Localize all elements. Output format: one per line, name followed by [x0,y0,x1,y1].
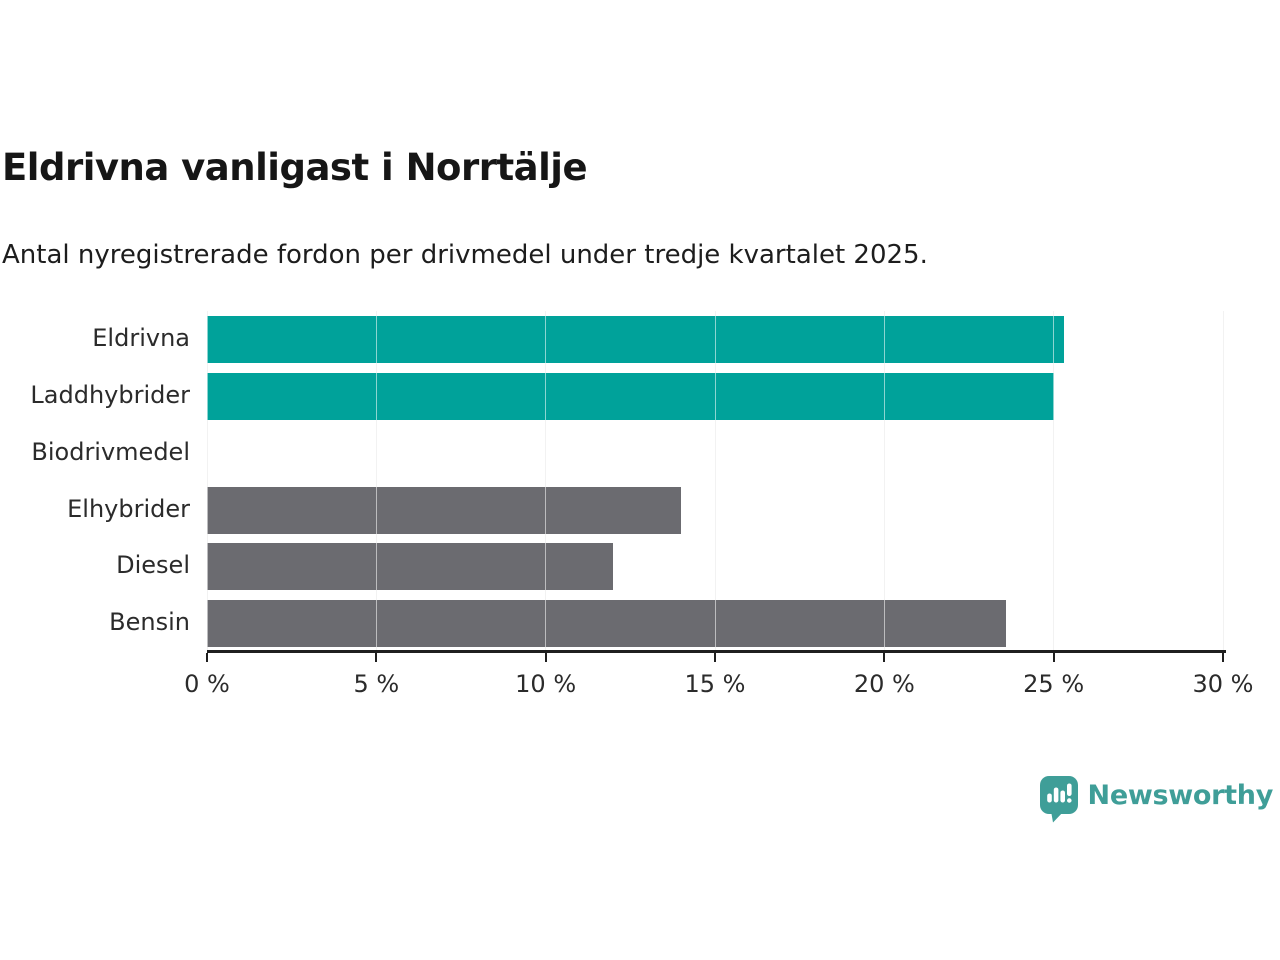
axis-tick-label: 30 % [1192,670,1254,698]
category-label: Laddhybrider [30,380,190,409]
gridline-overlay [883,311,885,651]
bar-elhybrider [207,486,682,534]
axis-tick [714,653,716,662]
axis-tick [1052,653,1055,662]
bar-diesel [207,543,614,591]
axis-tick-label: 5 % [353,670,400,698]
x-axis: 0 % 5 % 10 % 15 % 20 % 25 % 30 % [184,653,1253,713]
bar-eldrivna [207,316,1064,363]
category-label: Biodrivmedel [31,437,190,466]
gridline-overlay [1222,311,1224,651]
axis-tick-label: 25 % [1023,670,1085,698]
gridline-overlay [375,311,377,651]
gridline-overlay [206,311,208,651]
newsworthy-logo-text: Newsworthy [1087,780,1274,811]
axis-tick-label: 10 % [515,670,577,698]
newsworthy-logo: Newsworthy [1039,776,1273,823]
axis-tick [544,653,547,662]
chart-title: Eldrivna vanligast i Norrtälje [2,146,588,189]
axis-tick-label: 15 % [684,670,746,698]
gridline-overlay [1053,311,1055,651]
bar-laddhybrider [207,372,1054,420]
axis-tick [206,653,208,662]
category-label: Bensin [109,608,190,637]
gridline-overlay [545,311,547,651]
bar-bensin [207,600,1007,648]
axis-tick-label: 0 % [184,670,230,698]
category-label: Diesel [116,551,190,580]
category-label: Elhybrider [67,494,190,523]
newsworthy-logo-icon [1039,776,1078,823]
gridline-overlay [714,311,716,651]
plot-area [206,310,1224,651]
x-axis-line [207,650,1226,653]
category-axis: Eldrivna Laddhybrider Biodrivmedel Elhybrid… [0,310,190,651]
axis-tick-label: 20 % [853,670,915,698]
category-label: Eldrivna [92,324,190,352]
chart-subtitle: Antal nyregistrerade fordon per drivmede… [2,240,928,270]
axis-tick [375,653,378,662]
axis-tick [883,653,886,662]
axis-tick [1222,653,1224,662]
